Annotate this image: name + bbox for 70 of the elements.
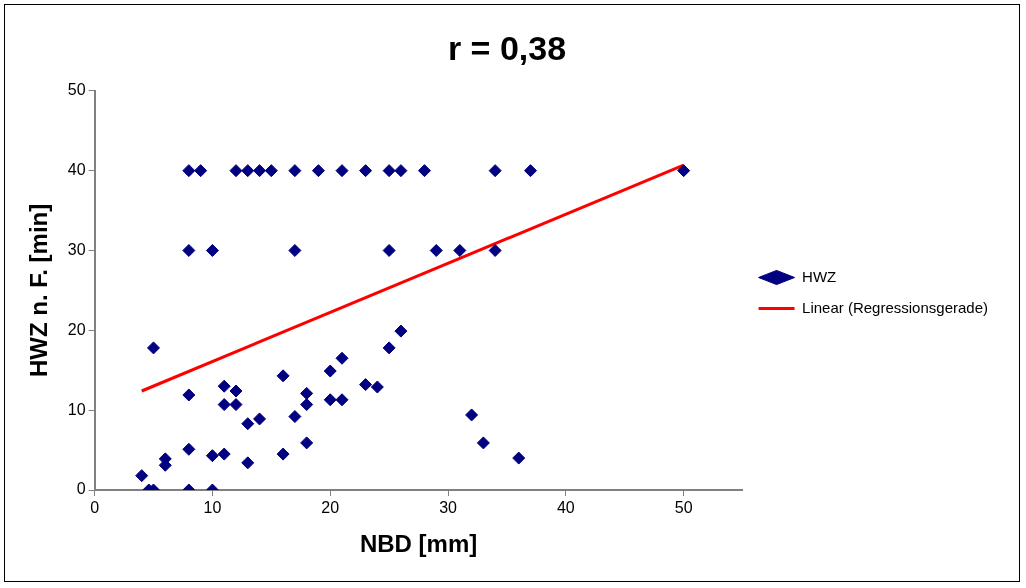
- x-tick-label: 0: [90, 499, 100, 517]
- point: [217, 447, 231, 461]
- point: [382, 243, 396, 257]
- point: [323, 393, 337, 407]
- point: [677, 164, 691, 178]
- chart-title: r = 0,38: [447, 28, 567, 67]
- point: [394, 164, 408, 178]
- point: [194, 164, 208, 178]
- point: [359, 164, 373, 178]
- point: [394, 324, 408, 338]
- point: [300, 386, 314, 400]
- x-tick-label: 20: [321, 499, 340, 517]
- point: [205, 243, 219, 257]
- point: [288, 243, 302, 257]
- point: [311, 164, 325, 178]
- point: [453, 243, 467, 257]
- point: [229, 398, 243, 412]
- point: [488, 164, 502, 178]
- x-tick-label: 30: [439, 499, 458, 517]
- point: [300, 436, 314, 450]
- point: [335, 351, 349, 365]
- y-tick-label: 0: [76, 480, 86, 498]
- y-tick-label: 40: [67, 161, 86, 179]
- y-axis-title: HWZ n. F. [min]: [25, 203, 53, 378]
- point: [335, 393, 349, 407]
- x-tick-label: 40: [556, 499, 575, 517]
- point: [382, 164, 396, 178]
- point: [229, 384, 243, 398]
- point: [135, 469, 149, 483]
- point: [335, 164, 349, 178]
- point: [253, 164, 267, 178]
- x-tick-label: 10: [203, 499, 222, 517]
- point: [229, 164, 243, 178]
- point: [276, 369, 290, 383]
- point: [182, 243, 196, 257]
- point: [264, 164, 278, 178]
- point: [524, 164, 537, 178]
- point: [359, 378, 373, 392]
- point: [300, 398, 314, 412]
- point: [182, 164, 196, 178]
- point: [205, 449, 219, 463]
- legend-label: Linear (Regressionsgerade): [802, 298, 988, 316]
- y-tick-label: 50: [67, 81, 86, 99]
- point: [382, 341, 396, 355]
- y-tick-label: 10: [67, 400, 86, 418]
- point: [370, 380, 384, 394]
- point: [241, 164, 255, 178]
- point: [429, 243, 443, 257]
- point: [217, 398, 231, 412]
- legend-label: HWZ: [802, 267, 837, 285]
- point: [217, 379, 231, 393]
- x-tick-label: 50: [674, 499, 693, 517]
- point: [488, 243, 502, 257]
- point: [476, 436, 490, 450]
- point: [512, 451, 526, 465]
- point: [465, 408, 479, 422]
- point: [417, 164, 431, 178]
- point: [276, 447, 290, 461]
- y-tick-label: 20: [67, 320, 86, 338]
- y-tick-label: 30: [67, 240, 86, 258]
- point: [323, 364, 337, 378]
- point: [253, 412, 267, 426]
- point: [241, 417, 255, 431]
- point: [288, 164, 302, 178]
- point: [241, 456, 255, 470]
- x-axis-title: NBD [mm]: [359, 530, 478, 558]
- point: [182, 442, 196, 456]
- point: [288, 410, 302, 424]
- point: [182, 388, 196, 402]
- point: [147, 341, 160, 355]
